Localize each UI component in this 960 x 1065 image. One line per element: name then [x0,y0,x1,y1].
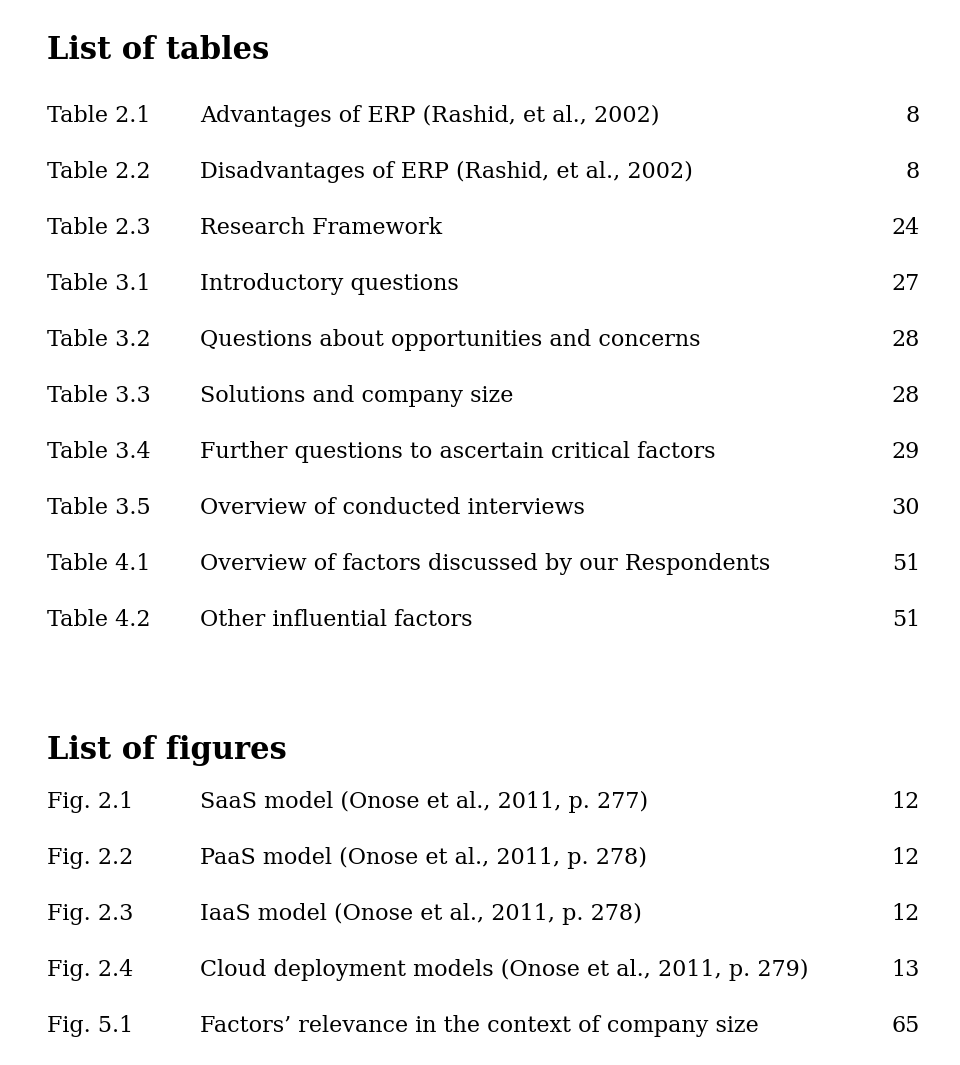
Text: Disadvantages of ERP (Rashid, et al., 2002): Disadvantages of ERP (Rashid, et al., 20… [200,161,693,183]
Text: 29: 29 [892,441,920,463]
Text: Table 3.4: Table 3.4 [47,441,151,463]
Text: Fig. 2.1: Fig. 2.1 [47,791,133,813]
Text: 28: 28 [892,386,920,407]
Text: Overview of conducted interviews: Overview of conducted interviews [200,497,585,519]
Text: Table 3.1: Table 3.1 [47,273,151,295]
Text: Fig. 2.4: Fig. 2.4 [47,958,133,981]
Text: 12: 12 [892,791,920,813]
Text: Table 4.1: Table 4.1 [47,553,151,575]
Text: Table 3.3: Table 3.3 [47,386,151,407]
Text: Advantages of ERP (Rashid, et al., 2002): Advantages of ERP (Rashid, et al., 2002) [200,105,660,127]
Text: Table 3.2: Table 3.2 [47,329,151,351]
Text: Table 3.5: Table 3.5 [47,497,151,519]
Text: List of tables: List of tables [47,35,269,66]
Text: List of figures: List of figures [47,735,287,766]
Text: 12: 12 [892,903,920,925]
Text: 30: 30 [892,497,920,519]
Text: 24: 24 [892,217,920,239]
Text: Solutions and company size: Solutions and company size [200,386,514,407]
Text: Fig. 2.2: Fig. 2.2 [47,847,133,869]
Text: Further questions to ascertain critical factors: Further questions to ascertain critical … [200,441,715,463]
Text: 27: 27 [892,273,920,295]
Text: Research Framework: Research Framework [200,217,443,239]
Text: IaaS model (Onose et al., 2011, p. 278): IaaS model (Onose et al., 2011, p. 278) [200,903,642,925]
Text: Other influential factors: Other influential factors [200,609,472,630]
Text: 8: 8 [905,105,920,127]
Text: 65: 65 [892,1015,920,1037]
Text: Introductory questions: Introductory questions [200,273,459,295]
Text: 8: 8 [905,161,920,183]
Text: Factors’ relevance in the context of company size: Factors’ relevance in the context of com… [200,1015,758,1037]
Text: Fig. 2.3: Fig. 2.3 [47,903,133,925]
Text: 13: 13 [892,958,920,981]
Text: 12: 12 [892,847,920,869]
Text: 28: 28 [892,329,920,351]
Text: Table 2.1: Table 2.1 [47,105,151,127]
Text: Fig. 5.1: Fig. 5.1 [47,1015,133,1037]
Text: Overview of factors discussed by our Respondents: Overview of factors discussed by our Res… [200,553,770,575]
Text: Cloud deployment models (Onose et al., 2011, p. 279): Cloud deployment models (Onose et al., 2… [200,958,808,981]
Text: 51: 51 [892,609,920,630]
Text: Table 4.2: Table 4.2 [47,609,151,630]
Text: PaaS model (Onose et al., 2011, p. 278): PaaS model (Onose et al., 2011, p. 278) [200,847,647,869]
Text: Table 2.2: Table 2.2 [47,161,151,183]
Text: Questions about opportunities and concerns: Questions about opportunities and concer… [200,329,701,351]
Text: 51: 51 [892,553,920,575]
Text: SaaS model (Onose et al., 2011, p. 277): SaaS model (Onose et al., 2011, p. 277) [200,791,648,813]
Text: Table 2.3: Table 2.3 [47,217,151,239]
